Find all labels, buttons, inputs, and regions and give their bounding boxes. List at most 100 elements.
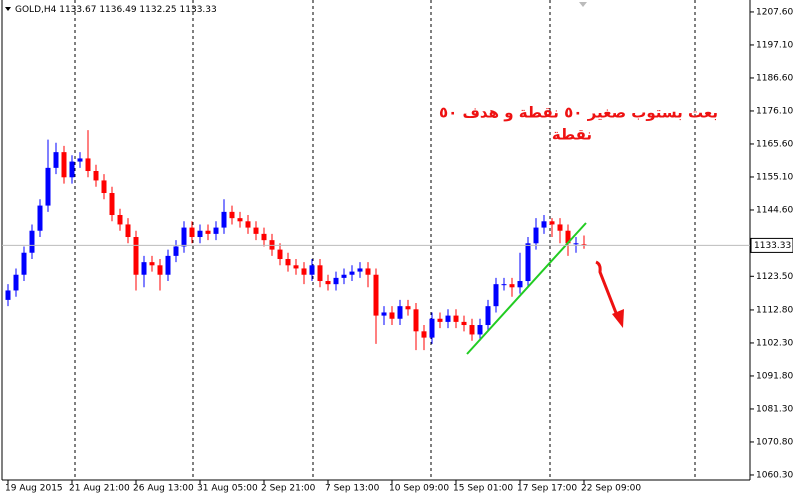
candle-body bbox=[381, 312, 387, 316]
y-tick-label: 1123.50 bbox=[756, 272, 793, 282]
price-label: 1133.33 bbox=[754, 241, 791, 251]
candle-body bbox=[37, 205, 43, 231]
x-tick-label: 2 Sep 21:00 bbox=[261, 484, 316, 494]
header-high: 1136.49 bbox=[99, 5, 136, 15]
candle-body bbox=[541, 221, 547, 228]
y-tick-label: 1176.10 bbox=[756, 106, 793, 116]
candle-body bbox=[213, 227, 219, 234]
y-tick-label: 1155.10 bbox=[756, 172, 793, 182]
arrow-head bbox=[612, 309, 624, 328]
candle-body bbox=[21, 252, 27, 275]
candle-body bbox=[269, 240, 275, 250]
symbol: GOLD,H4 bbox=[15, 5, 57, 15]
candle-body bbox=[317, 265, 323, 282]
candle-body bbox=[509, 284, 515, 288]
candle-body bbox=[101, 180, 107, 194]
y-tick-label: 1091.80 bbox=[756, 371, 793, 381]
candle-body bbox=[45, 167, 51, 206]
candle-body bbox=[309, 265, 315, 275]
candle-body bbox=[165, 255, 171, 275]
candle-body bbox=[13, 274, 19, 291]
candle-body bbox=[373, 274, 379, 316]
x-tick-label: 17 Sep 17:00 bbox=[517, 484, 577, 494]
header-open: 1133.67 bbox=[59, 5, 96, 15]
candle-body bbox=[61, 152, 67, 178]
candle-body bbox=[125, 224, 131, 238]
candle-body bbox=[181, 227, 187, 247]
candle-body bbox=[5, 290, 11, 300]
candle-body bbox=[485, 306, 491, 326]
candle-body bbox=[397, 306, 403, 319]
candle-body bbox=[197, 230, 203, 238]
candle-body bbox=[405, 306, 411, 310]
candle-body bbox=[301, 268, 307, 275]
x-tick-label: 31 Aug 05:00 bbox=[197, 484, 258, 494]
candle-body bbox=[85, 158, 91, 172]
x-tick-label: 22 Sep 09:00 bbox=[581, 484, 641, 494]
candle-body bbox=[237, 218, 243, 222]
candle-body bbox=[357, 268, 363, 272]
candle-body bbox=[517, 281, 523, 288]
candle-body bbox=[29, 230, 35, 253]
candle-body bbox=[261, 233, 267, 241]
arrow-shaft bbox=[595, 260, 620, 319]
candle-body bbox=[141, 262, 147, 275]
menu-icon bbox=[5, 7, 11, 11]
candle-body bbox=[229, 211, 235, 219]
period-separators bbox=[74, 0, 696, 480]
candle-body bbox=[293, 265, 299, 269]
candle-body bbox=[565, 230, 571, 244]
candle-body bbox=[149, 262, 155, 266]
candle-body bbox=[189, 227, 195, 238]
candle-body bbox=[157, 265, 163, 275]
candle-body bbox=[445, 315, 451, 322]
price-box bbox=[750, 237, 793, 253]
arrow bbox=[595, 260, 624, 328]
annotation: بعت بستوب صغير ٥٠ نقطة و هدف ٥٠ bbox=[439, 104, 718, 122]
y-tick-label: 1144.60 bbox=[756, 205, 793, 215]
candle-body bbox=[253, 227, 259, 234]
y-tick-label: 1207.60 bbox=[756, 7, 793, 17]
candle-body bbox=[109, 193, 115, 216]
y-tick-label: 1197.10 bbox=[756, 40, 793, 50]
header-low: 1132.25 bbox=[139, 5, 176, 15]
x-tick-label: 21 Aug 21:00 bbox=[69, 484, 130, 494]
x-tick-label: 7 Sep 13:00 bbox=[325, 484, 380, 494]
candle-body bbox=[557, 224, 563, 231]
y-tick-label: 1102.30 bbox=[756, 338, 793, 348]
candle-body bbox=[133, 237, 139, 275]
candle-body bbox=[117, 215, 123, 225]
candle-body bbox=[221, 211, 227, 228]
candle-body bbox=[349, 271, 355, 275]
candle-body bbox=[333, 277, 339, 285]
candle-body bbox=[429, 318, 435, 338]
y-tick-label: 1186.60 bbox=[756, 73, 793, 83]
candle-body bbox=[389, 312, 395, 319]
candle-body bbox=[437, 318, 443, 322]
candle-body bbox=[549, 221, 555, 225]
header-close: 1133.33 bbox=[180, 5, 217, 15]
candle-body bbox=[277, 249, 283, 260]
candle-body bbox=[533, 227, 539, 244]
x-tick-label: 15 Sep 01:00 bbox=[453, 484, 513, 494]
x-tick-label: 19 Aug 2015 bbox=[5, 484, 63, 494]
candle-body bbox=[581, 244, 587, 246]
x-tick-label: 26 Aug 13:00 bbox=[133, 484, 194, 494]
y-tick-label: 1112.80 bbox=[756, 305, 793, 315]
annotation: نقطة bbox=[552, 126, 592, 144]
plot bbox=[5, 130, 587, 351]
x-tick-label: 10 Sep 09:00 bbox=[389, 484, 449, 494]
candle-body bbox=[205, 230, 211, 234]
candle-body bbox=[413, 309, 419, 332]
candle-body bbox=[77, 158, 83, 162]
candle-body bbox=[245, 221, 251, 228]
scroll-icon bbox=[579, 2, 587, 7]
candle-body bbox=[285, 259, 291, 266]
header: GOLD,H4 1133.67 1136.49 1132.25 1133.33 bbox=[15, 5, 217, 15]
candle-body bbox=[365, 268, 371, 275]
candle-body bbox=[93, 171, 99, 181]
y-tick-label: 1070.80 bbox=[756, 437, 793, 447]
candle-body bbox=[173, 246, 179, 256]
